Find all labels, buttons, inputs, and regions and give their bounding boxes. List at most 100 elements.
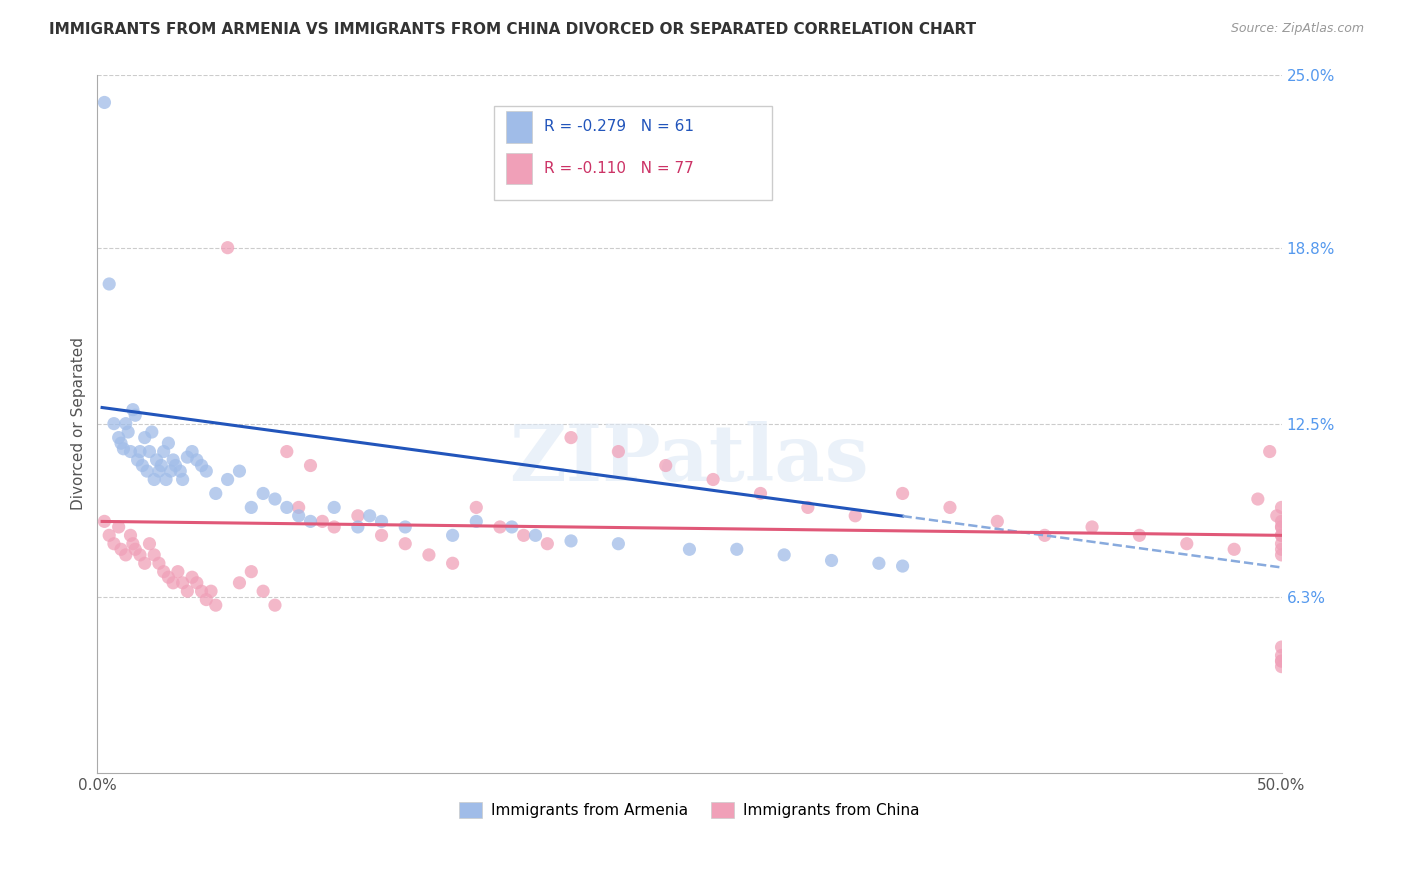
Text: R = -0.279   N = 61: R = -0.279 N = 61 (544, 120, 693, 135)
Point (1270, 654, 1292, 668)
Point (299, 515, 322, 529)
Point (138, 537, 160, 551)
Point (148, 556, 170, 570)
Text: R = -0.110   N = 77: R = -0.110 N = 77 (544, 161, 693, 177)
Point (103, 417, 125, 431)
Point (1270, 528, 1292, 542)
Point (190, 584, 212, 599)
Point (162, 575, 184, 590)
Point (217, 473, 239, 487)
Point (129, 548, 152, 562)
Point (939, 500, 962, 515)
Point (1258, 444, 1281, 458)
Point (252, 584, 274, 599)
Point (441, 556, 464, 570)
Point (287, 508, 309, 523)
Point (797, 500, 820, 515)
Point (122, 402, 145, 417)
Point (678, 542, 700, 557)
Point (1128, 528, 1150, 542)
Point (172, 473, 194, 487)
Point (252, 486, 274, 500)
Point (107, 431, 129, 445)
Point (155, 473, 177, 487)
Point (394, 520, 416, 534)
Point (394, 537, 416, 551)
Point (110, 542, 132, 557)
Point (228, 575, 250, 590)
Point (120, 444, 142, 458)
Point (536, 537, 558, 551)
Point (152, 444, 174, 458)
FancyBboxPatch shape (506, 112, 531, 143)
Point (868, 556, 890, 570)
Point (117, 425, 139, 439)
Point (264, 598, 287, 612)
Point (217, 241, 239, 255)
Point (172, 575, 194, 590)
Point (1270, 520, 1292, 534)
Point (195, 592, 218, 607)
Point (607, 444, 630, 458)
Point (1223, 542, 1246, 557)
FancyBboxPatch shape (494, 106, 772, 200)
Point (986, 515, 1008, 529)
Point (441, 528, 464, 542)
Point (512, 528, 534, 542)
Text: ZIPatlas: ZIPatlas (509, 420, 869, 497)
Point (93, 95, 115, 110)
Point (152, 565, 174, 579)
Point (129, 444, 152, 458)
Point (501, 520, 523, 534)
Point (143, 548, 166, 562)
Point (150, 458, 173, 473)
Point (725, 542, 748, 557)
Point (124, 542, 146, 557)
Point (162, 453, 184, 467)
Point (120, 528, 142, 542)
Point (560, 533, 582, 548)
Point (287, 500, 309, 515)
Point (138, 444, 160, 458)
Point (136, 464, 159, 478)
Point (114, 417, 136, 431)
Point (143, 473, 166, 487)
Point (141, 425, 163, 439)
Legend: Immigrants from Armenia, Immigrants from China: Immigrants from Armenia, Immigrants from… (453, 797, 927, 824)
Point (489, 520, 512, 534)
Point (1175, 537, 1198, 551)
Point (370, 515, 392, 529)
Point (186, 575, 208, 590)
Point (1033, 528, 1056, 542)
Point (465, 500, 488, 515)
Point (93, 515, 115, 529)
Point (560, 431, 582, 445)
Point (418, 548, 440, 562)
Point (370, 528, 392, 542)
Point (524, 528, 547, 542)
Point (1270, 500, 1292, 515)
Point (749, 486, 772, 500)
Point (228, 464, 250, 478)
Point (1270, 515, 1292, 529)
Point (114, 548, 136, 562)
Point (112, 442, 135, 456)
Point (347, 508, 370, 523)
Point (134, 556, 156, 570)
Point (1270, 537, 1292, 551)
Point (240, 500, 263, 515)
Point (891, 559, 914, 574)
Point (276, 500, 298, 515)
Point (1270, 548, 1292, 562)
Point (195, 464, 218, 478)
Point (176, 584, 198, 599)
Y-axis label: Divorced or Separated: Divorced or Separated (72, 337, 86, 510)
Point (145, 453, 167, 467)
FancyBboxPatch shape (506, 153, 531, 185)
Point (98, 277, 121, 291)
Point (359, 508, 381, 523)
Point (299, 458, 322, 473)
Point (127, 453, 149, 467)
Point (323, 520, 346, 534)
Point (891, 486, 914, 500)
